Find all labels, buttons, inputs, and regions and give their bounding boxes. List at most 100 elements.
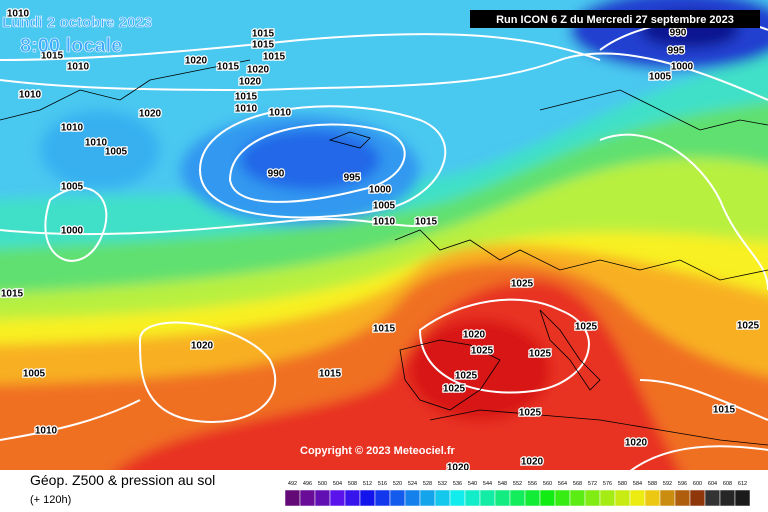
scale-cell: [614, 489, 631, 507]
isobar-label: 1025: [443, 384, 466, 395]
isobar-label: 1015: [252, 29, 275, 40]
forecast-time: 8:00 locale: [20, 35, 122, 57]
scale-cell: [734, 489, 751, 507]
scale-label: 608: [723, 481, 732, 487]
scale-label: 596: [678, 481, 687, 487]
isobar-label: 1020: [625, 438, 648, 449]
isobar-label: 1025: [737, 321, 760, 332]
isobar-label: 1020: [521, 457, 544, 468]
isobar-label: 1025: [519, 408, 542, 419]
copyright: Copyright © 2023 Meteociel.fr: [300, 445, 456, 457]
isobar-label: 1020: [239, 77, 262, 88]
isobar-label: 990: [268, 169, 285, 180]
scale-label: 568: [573, 481, 582, 487]
scale-label: 544: [483, 481, 492, 487]
scale-cell: [479, 489, 496, 507]
isobar-label: 1010: [85, 138, 108, 149]
scale-label: 580: [618, 481, 627, 487]
isobar-label: 1000: [369, 185, 392, 196]
isobar-label: 1020: [191, 341, 214, 352]
scale-cell: [344, 489, 361, 507]
isobar-label: 1015: [235, 92, 258, 103]
run-info: Run ICON 6 Z du Mercredi 27 septembre 20…: [496, 14, 734, 26]
isobar-label: 1010: [235, 104, 258, 115]
scale-cell: [314, 489, 331, 507]
scale-label: 560: [543, 481, 552, 487]
scale-cell: [524, 489, 541, 507]
scale-cell: [569, 489, 586, 507]
scale-cell: [404, 489, 421, 507]
isobar-label: 1015: [41, 51, 64, 62]
isobar-label: 995: [668, 46, 685, 57]
isobar-label: 1010: [373, 217, 396, 228]
isobar-label: 990: [670, 28, 687, 39]
isobar-label: 1005: [649, 72, 672, 83]
isobar-label: 1000: [671, 62, 694, 73]
scale-label: 592: [663, 481, 672, 487]
isobar-label: 1010: [35, 426, 58, 437]
scale-label: 504: [333, 481, 342, 487]
scale-label: 548: [498, 481, 507, 487]
scale-label: 536: [453, 481, 462, 487]
scale-cell: [359, 489, 376, 507]
scale-cell: [539, 489, 556, 507]
scale-label: 588: [648, 481, 657, 487]
isobar-label: 1005: [105, 147, 128, 158]
scale-cell: [674, 489, 691, 507]
isobar-label: 1020: [247, 65, 270, 76]
scale-label: 512: [363, 481, 372, 487]
scale-label: 572: [588, 481, 597, 487]
scale-label: 508: [348, 481, 357, 487]
isobar-label: 995: [344, 173, 361, 184]
isobar-label: 1025: [529, 349, 552, 360]
forecast-date: Lundi 2 octobre 2023: [2, 14, 152, 31]
scale-label: 576: [603, 481, 612, 487]
scale-label: 532: [438, 481, 447, 487]
isobar-label: 1010: [19, 90, 42, 101]
scale-cell: [644, 489, 661, 507]
isobar-label: 1010: [67, 62, 90, 73]
isobar-label: 1015: [373, 324, 396, 335]
isobar-label: 1015: [252, 40, 275, 51]
coastlines: [0, 59, 768, 446]
scale-cell: [284, 489, 301, 507]
isobar-label: 1025: [511, 279, 534, 290]
isobar-label: 1020: [139, 109, 162, 120]
scale-label: 556: [528, 481, 537, 487]
scale-cell: [329, 489, 346, 507]
scale-label: 492: [288, 481, 297, 487]
color-scale: 492 496 500 504 508 512 516 520 524 528 532 536 540 5…: [284, 481, 751, 507]
scale-label: 584: [633, 481, 642, 487]
scale-cell: [464, 489, 481, 507]
run-box: [470, 10, 760, 28]
scale-label: 604: [708, 481, 717, 487]
scale-label: 552: [513, 481, 522, 487]
scale-cell: [434, 489, 451, 507]
isobar-label: 1000: [61, 226, 84, 237]
scale-label: 564: [558, 481, 567, 487]
isobar-label: 1015: [1, 289, 24, 300]
scale-label: 600: [693, 481, 702, 487]
isobar-label: 1025: [455, 371, 478, 382]
isobar-label: 1015: [263, 52, 286, 63]
isobar-label: 1005: [373, 201, 396, 212]
scale-label: 612: [738, 481, 747, 487]
scale-cell: [704, 489, 721, 507]
isobar-label: 1015: [319, 369, 342, 380]
scale-cell: [389, 489, 406, 507]
isobar-label: 1025: [471, 346, 494, 357]
scale-cell: [509, 489, 526, 507]
scale-cell: [374, 489, 391, 507]
isobar-label: 1015: [217, 62, 240, 73]
isobar-label: 1005: [23, 369, 46, 380]
scale-cell: [419, 489, 436, 507]
isobar-label: 1015: [713, 405, 736, 416]
scale-cell: [554, 489, 571, 507]
isobar-label: 1010: [7, 9, 30, 20]
scale-label: 500: [318, 481, 327, 487]
isobar-label: 1020: [185, 56, 208, 67]
scale-label: 540: [468, 481, 477, 487]
legend-title: Géop. Z500 & pression au sol: [30, 472, 215, 488]
scale-cell: [299, 489, 316, 507]
